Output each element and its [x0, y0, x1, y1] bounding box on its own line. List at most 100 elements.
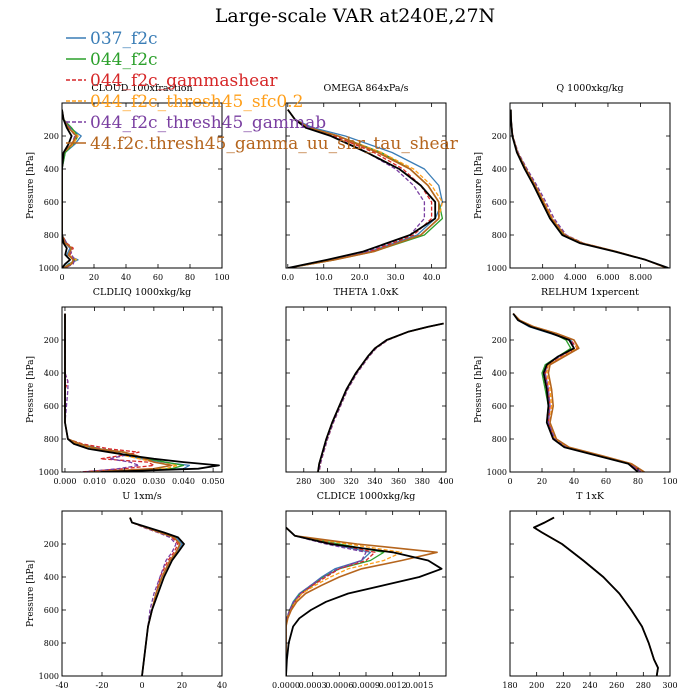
series-line-0: [512, 313, 645, 472]
panel-1: OMEGA 864xPa/s 0.0 10.0 20.0 30.0 40.0: [281, 83, 447, 282]
series-line-6: [287, 109, 437, 268]
x-tick-label: 20: [537, 477, 547, 486]
y-tick-label: 600: [44, 402, 59, 411]
series-group: [317, 322, 444, 472]
series-line-3: [286, 527, 403, 676]
series-line-2: [512, 313, 642, 472]
panel-title: OMEGA 864xPa/s: [323, 83, 408, 94]
x-tick-label: 2.000: [531, 273, 554, 282]
x-tick-label: 0.020: [113, 477, 136, 486]
plot-frame: [509, 306, 671, 473]
y-tick-label: 1000: [39, 264, 59, 273]
series-line-5: [64, 313, 173, 472]
x-tick-label: 20: [177, 681, 187, 690]
x-tick-label: 0.0006: [325, 681, 353, 690]
y-axis-label: Pressure [hPa]: [26, 560, 36, 627]
legend: 037_f2c044_f2c044_f2c_gammashear044_f2c_…: [66, 29, 459, 154]
y-tick-label: 800: [44, 639, 59, 648]
x-tick-label: 0: [139, 681, 144, 690]
y-tick-label: 200: [44, 132, 59, 141]
x-tick-label: 0.010: [83, 477, 106, 486]
plot-frame: [61, 102, 223, 269]
y-tick-label: 400: [492, 369, 507, 378]
series-line-1: [533, 517, 659, 676]
y-tick-label: 1000: [39, 468, 59, 477]
panel-title: CLDLIQ 1000xkg/kg: [93, 287, 191, 298]
series-group: [287, 109, 444, 268]
series-line-5: [129, 517, 181, 676]
x-tick-label: 60: [601, 477, 611, 486]
panel-4: THETA 1.0xK 280 300 320 340 360 380 400: [285, 287, 454, 486]
y-tick-label: 800: [44, 435, 59, 444]
x-tick-label: 6.000: [597, 273, 620, 282]
series-line-6: [129, 517, 185, 676]
legend-label-4: 044_f2c_thresh45_gammab: [90, 113, 326, 133]
x-tick-label: 20: [89, 273, 99, 282]
legend-label-3: 044_f2c_thresh45_sfc0.2: [90, 92, 303, 112]
x-tick-label: 60: [153, 273, 163, 282]
panel-title: T 1xK: [576, 491, 605, 502]
series-line-6: [286, 526, 443, 676]
x-tick-label: 240: [582, 681, 597, 690]
x-tick-label: 340: [367, 477, 382, 486]
series-line-4: [64, 313, 140, 472]
y-tick-label: 200: [44, 540, 59, 549]
x-tick-label: 180: [502, 681, 517, 690]
panel-title: CLDICE 1000xkg/kg: [317, 491, 416, 502]
y-tick-label: 400: [44, 573, 59, 582]
x-tick-label: 30.0: [387, 273, 405, 282]
x-tick-label: 400: [438, 477, 453, 486]
x-tick-label: 0: [59, 273, 64, 282]
series-line-3: [533, 517, 659, 676]
x-tick-label: 280: [636, 681, 651, 690]
series-line-4: [318, 322, 444, 472]
x-tick-label: 260: [609, 681, 624, 690]
panel-grid: CLOUD 100xfraction Pressure [hPa] 0 20 40 60 8…: [26, 83, 678, 690]
panel-5: RELHUM 1xpercent Pressure [hPa] 0 20 40 60 80 1…: [474, 287, 678, 486]
series-line-2: [533, 517, 659, 676]
series-group: [533, 516, 659, 676]
series-line-5: [287, 109, 440, 268]
series-line-6: [533, 516, 659, 676]
series-line-0: [533, 517, 659, 676]
series-line-2: [129, 517, 179, 676]
x-tick-label: 80: [185, 273, 195, 282]
series-line-6: [317, 322, 444, 472]
plot-frame: [61, 510, 223, 677]
series-group: [286, 526, 443, 676]
panel-6: U 1xm/s Pressure [hPa] -40 -20 0 20 40 200 400 60…: [26, 491, 227, 690]
legend-label-1: 044_f2c: [90, 50, 158, 70]
x-tick-label: 0.0012: [379, 681, 407, 690]
y-tick-label: 400: [44, 369, 59, 378]
series-line-4: [287, 109, 426, 268]
x-tick-label: 0.050: [202, 477, 225, 486]
x-tick-label: 0: [507, 477, 512, 486]
y-axis-label: Pressure [hPa]: [474, 356, 484, 423]
x-tick-label: 20.0: [351, 273, 369, 282]
series-line-4: [286, 527, 367, 676]
y-tick-label: 600: [492, 198, 507, 207]
y-tick-label: 1000: [39, 672, 59, 681]
y-axis-label: Pressure [hPa]: [26, 152, 36, 219]
x-tick-label: 300: [662, 681, 677, 690]
x-tick-label: 40: [217, 681, 227, 690]
series-group: [62, 109, 82, 268]
x-tick-label: 80: [633, 477, 643, 486]
series-line-5: [62, 109, 78, 268]
x-tick-label: 360: [391, 477, 406, 486]
series-line-2: [64, 313, 155, 472]
series-line-5: [286, 526, 438, 676]
series-group: [64, 313, 220, 472]
panel-7: CLDICE 1000xkg/kg 0.00000.00030.00060.000…: [272, 491, 447, 690]
x-tick-label: 8.000: [629, 273, 652, 282]
y-tick-label: 600: [44, 606, 59, 615]
x-tick-label: 40: [569, 477, 579, 486]
legend-label-2: 044_f2c_gammashear: [90, 71, 278, 91]
x-tick-label: 0.0: [281, 273, 294, 282]
y-tick-label: 200: [492, 132, 507, 141]
y-tick-label: 800: [492, 231, 507, 240]
x-tick-label: 0.030: [142, 477, 165, 486]
x-tick-label: 320: [344, 477, 359, 486]
x-tick-label: 4.000: [564, 273, 587, 282]
series-group: [512, 313, 645, 472]
